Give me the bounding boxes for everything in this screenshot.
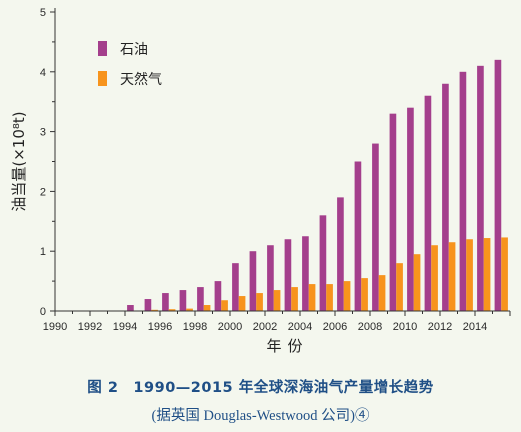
- y-tick-label: 4: [40, 67, 46, 79]
- bar-gas: [308, 284, 316, 311]
- x-tick-label: 2004: [288, 321, 312, 333]
- x-axis: 1990 1992 1994 1996 1998 2000 2002 2004 2006 2008…: [43, 311, 511, 333]
- bar-gas: [343, 281, 351, 311]
- bar-gas: [466, 239, 473, 311]
- bar-oil: [249, 251, 257, 311]
- bar-gas: [378, 275, 386, 311]
- bar-oil: [337, 197, 344, 311]
- bar-gas: [413, 254, 421, 311]
- bar-oil: [389, 113, 397, 311]
- bar-oil: [459, 71, 467, 311]
- bar-gas: [501, 237, 508, 311]
- x-tick-label: 1996: [148, 321, 172, 333]
- y-tick-label: 0: [40, 306, 46, 318]
- y-axis-title: 油当量(×10⁸t): [10, 111, 28, 211]
- y-tick-label: 3: [40, 127, 46, 139]
- legend: 石油 天然气: [98, 41, 162, 88]
- x-tick-label: 2006: [323, 321, 347, 333]
- x-tick-label: 1990: [43, 321, 67, 333]
- bar-oil: [267, 245, 274, 311]
- bar-oil: [197, 287, 204, 311]
- bar-gas: [273, 290, 281, 311]
- bar-oil: [442, 83, 449, 311]
- bar-gas: [291, 287, 298, 311]
- bar-oil: [179, 290, 187, 311]
- x-tick-label: 2000: [218, 321, 242, 333]
- x-tick-label: 1994: [113, 321, 137, 333]
- bar-gas: [238, 296, 246, 311]
- bar-oil: [354, 161, 362, 311]
- x-axis-title: 年份: [266, 337, 308, 355]
- bar-gas: [361, 278, 368, 311]
- legend-label-gas: 天然气: [120, 71, 162, 88]
- x-tick-label: 1992: [78, 321, 102, 333]
- bar-oil: [494, 59, 502, 312]
- figure-caption: 图 2 1990—2015 年全球深海油气产量增长趋势: [87, 380, 434, 396]
- bar-oil: [214, 281, 222, 311]
- legend-swatch-gas: [98, 71, 107, 86]
- bar-gas: [396, 263, 403, 311]
- x-tick-label: 1998: [183, 321, 207, 333]
- x-tick-label: 2002: [253, 321, 277, 333]
- bar-oil: [162, 293, 169, 311]
- bar-oil: [477, 65, 484, 311]
- bar-gas: [221, 300, 228, 311]
- y-tick-label: 1: [40, 246, 46, 258]
- bar-chart: 0 1 2 3 4 5 1990 1992 1994 1996 1998 2000 2002 2004 2…: [10, 7, 511, 355]
- bar-oil: [127, 305, 134, 311]
- bar-gas: [448, 242, 456, 311]
- y-tick-label: 5: [40, 7, 46, 19]
- bar-oil: [302, 236, 309, 311]
- y-tick-label: 2: [40, 186, 46, 198]
- bar-gas: [431, 245, 438, 311]
- bar-oil: [424, 95, 432, 311]
- x-tick-label: 2014: [463, 321, 487, 333]
- bar-oil: [232, 263, 239, 311]
- legend-swatch-oil: [98, 41, 107, 56]
- figure-source: (据英国 Douglas-Westwood 公司)④: [151, 408, 370, 424]
- bar-gas: [168, 309, 176, 311]
- bar-oil: [319, 215, 327, 311]
- bar-gas: [203, 305, 211, 311]
- x-tick-label: 2008: [358, 321, 382, 333]
- y-axis: 0 1 2 3 4 5: [40, 7, 55, 318]
- bar-gas: [326, 284, 333, 311]
- bar-gas: [186, 308, 193, 311]
- bar-oil: [284, 239, 292, 311]
- x-tick-label: 2012: [428, 321, 452, 333]
- legend-label-oil: 石油: [120, 42, 148, 58]
- bar-gas: [256, 293, 263, 311]
- bar-series-group: [127, 59, 508, 312]
- x-tick-label: 2010: [393, 321, 417, 333]
- bar-gas: [483, 238, 491, 311]
- bar-gas: [151, 309, 158, 311]
- bar-oil: [407, 107, 414, 312]
- bar-oil: [144, 299, 152, 311]
- bar-oil: [372, 143, 379, 311]
